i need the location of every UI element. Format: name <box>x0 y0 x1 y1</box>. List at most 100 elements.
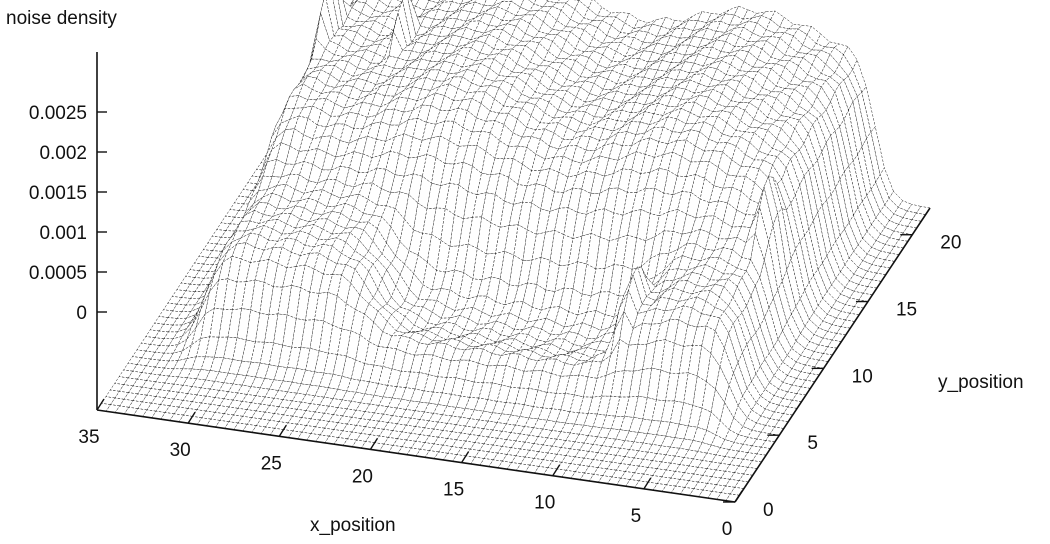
surface-cell <box>426 105 441 125</box>
surface-cell <box>386 226 401 257</box>
surface-cell <box>750 332 766 367</box>
surface-cell <box>738 26 753 43</box>
surface-cell <box>744 141 760 161</box>
surface-cell <box>551 2 567 11</box>
surface-cell <box>861 86 876 133</box>
surface-cell <box>520 0 535 12</box>
z-tick-label: 0.0005 <box>29 263 87 284</box>
surface-cell <box>478 348 493 367</box>
surface-cell <box>617 168 632 193</box>
surface-cell <box>204 262 219 296</box>
surface-cell <box>705 315 721 332</box>
surface-cell <box>788 35 804 54</box>
surface-cell <box>657 87 673 98</box>
surface-cell <box>608 126 623 139</box>
surface-cell <box>704 138 719 152</box>
surface-cell <box>655 319 671 342</box>
surface-cell <box>377 278 392 305</box>
surface-cell <box>409 331 424 344</box>
x-tick-label: 10 <box>534 493 555 514</box>
surface-cell <box>411 68 427 80</box>
surface-cell <box>289 107 304 120</box>
surface-cell <box>700 215 715 234</box>
surface-cell <box>420 43 435 54</box>
surface-cell <box>347 7 362 23</box>
surface-cell <box>356 12 371 23</box>
surface-cell <box>490 193 505 228</box>
surface-cell <box>240 209 255 222</box>
surface-cell <box>430 80 445 91</box>
surface-cell <box>542 33 558 42</box>
surface-cell <box>843 46 858 71</box>
surface-cell <box>762 77 777 93</box>
surface-cell <box>724 49 741 57</box>
surface-cell <box>727 273 743 287</box>
surface-cell <box>645 167 660 189</box>
surface-cell <box>240 242 256 263</box>
x-tick-label: 25 <box>261 453 282 474</box>
surface-cell <box>743 71 759 80</box>
surface-cell <box>249 175 264 202</box>
surface-cell <box>621 94 636 104</box>
surface-cell <box>662 106 678 116</box>
y-tick-label: 5 <box>807 433 818 454</box>
surface-cell <box>875 233 890 245</box>
surface-cell <box>403 79 418 91</box>
surface-cell <box>567 116 582 133</box>
surface-cell <box>834 126 849 173</box>
surface-cell <box>266 123 281 153</box>
surface-cell <box>529 51 545 67</box>
surface-cell <box>340 226 356 234</box>
surface-cell <box>746 258 761 286</box>
surface-cell <box>575 86 590 103</box>
surface-cell <box>507 106 523 120</box>
surface-cell <box>481 295 497 317</box>
surface-cell <box>258 149 273 181</box>
surface-cell <box>843 75 858 103</box>
surface-cell <box>322 218 337 235</box>
z-tick-label: 0.0015 <box>29 183 87 204</box>
surface-cell <box>766 36 781 48</box>
surface-cell <box>428 18 444 29</box>
surface-cell <box>512 145 528 165</box>
surface-cell <box>511 25 526 42</box>
surface-cell <box>263 259 279 288</box>
surface-cell <box>559 338 574 353</box>
surface-cell <box>621 115 636 128</box>
surface-cell <box>669 20 685 30</box>
surface-cell <box>795 333 810 349</box>
surface-cell <box>642 340 657 370</box>
surface-cell <box>327 245 342 265</box>
z-tick-label: 0 <box>76 303 87 324</box>
surface-cell <box>661 45 676 56</box>
surface-cell <box>610 16 626 33</box>
surface-cell <box>581 170 596 194</box>
surface-cell <box>300 264 315 293</box>
surface-cell <box>295 218 310 229</box>
surface-cell <box>580 80 595 94</box>
surface-cell <box>303 218 319 227</box>
surface-cell <box>343 61 358 77</box>
surface-cell <box>489 98 504 114</box>
surface-cell <box>472 144 487 174</box>
surface-cell <box>697 345 712 383</box>
x-tick-mark <box>460 451 470 463</box>
surface-cell <box>253 161 268 192</box>
surface-cell <box>433 35 449 46</box>
surface-cell <box>578 0 593 9</box>
surface-cell <box>718 247 733 264</box>
surface-cell <box>177 327 192 346</box>
surface-cell <box>514 353 529 372</box>
surface-cell <box>218 241 233 263</box>
surface-cell <box>757 48 772 65</box>
surface-cell <box>607 84 622 94</box>
surface-cell <box>797 25 812 36</box>
surface-cell <box>422 261 437 291</box>
surface-cell <box>290 225 306 235</box>
surface-cell <box>358 153 373 173</box>
surface-cell <box>650 230 665 259</box>
surface-cell <box>527 202 542 235</box>
surface-cell <box>563 207 578 239</box>
surface-cell <box>376 188 391 207</box>
